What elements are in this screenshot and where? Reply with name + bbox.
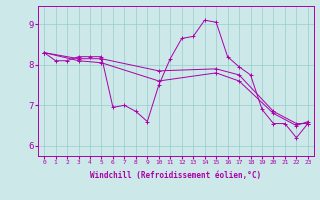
X-axis label: Windchill (Refroidissement éolien,°C): Windchill (Refroidissement éolien,°C) <box>91 171 261 180</box>
